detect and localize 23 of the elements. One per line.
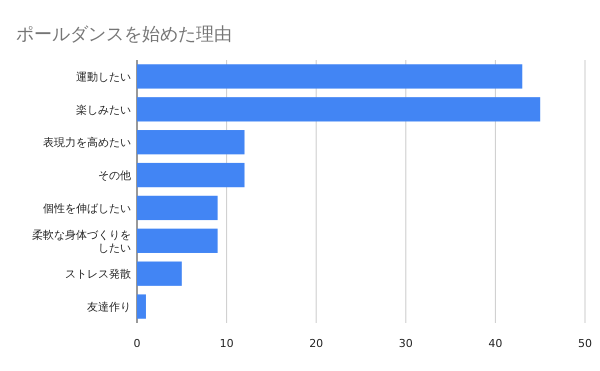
bar: [137, 64, 522, 89]
x-tick-label: 10: [220, 337, 234, 350]
chart-title: ポールダンスを始めた理由: [16, 24, 232, 45]
y-tick-label: ストレス発散: [65, 268, 131, 281]
y-tick-label: その他: [98, 169, 131, 182]
y-tick-label: 楽しみたい: [76, 103, 131, 116]
y-tick-label: 運動したい: [76, 70, 131, 84]
y-tick-label: 表現力を高めたい: [43, 136, 131, 150]
bar: [137, 162, 245, 188]
x-tick-label: 50: [578, 337, 592, 350]
x-tick-label: 40: [488, 337, 502, 350]
bar: [137, 228, 218, 253]
y-tick-label: 柔軟な身体づくりをしたい: [32, 228, 131, 254]
bar: [137, 294, 146, 319]
y-tick-label: 個性を伸ばしたい: [43, 202, 131, 215]
bar: [137, 130, 245, 154]
bar: [137, 262, 182, 286]
bar: [137, 196, 218, 220]
x-tick-label: 0: [134, 337, 140, 350]
x-tick-label: 20: [309, 337, 324, 350]
x-tick-label: 30: [398, 337, 413, 350]
y-tick-label: 友達作り: [87, 300, 131, 314]
bar: [137, 97, 540, 122]
